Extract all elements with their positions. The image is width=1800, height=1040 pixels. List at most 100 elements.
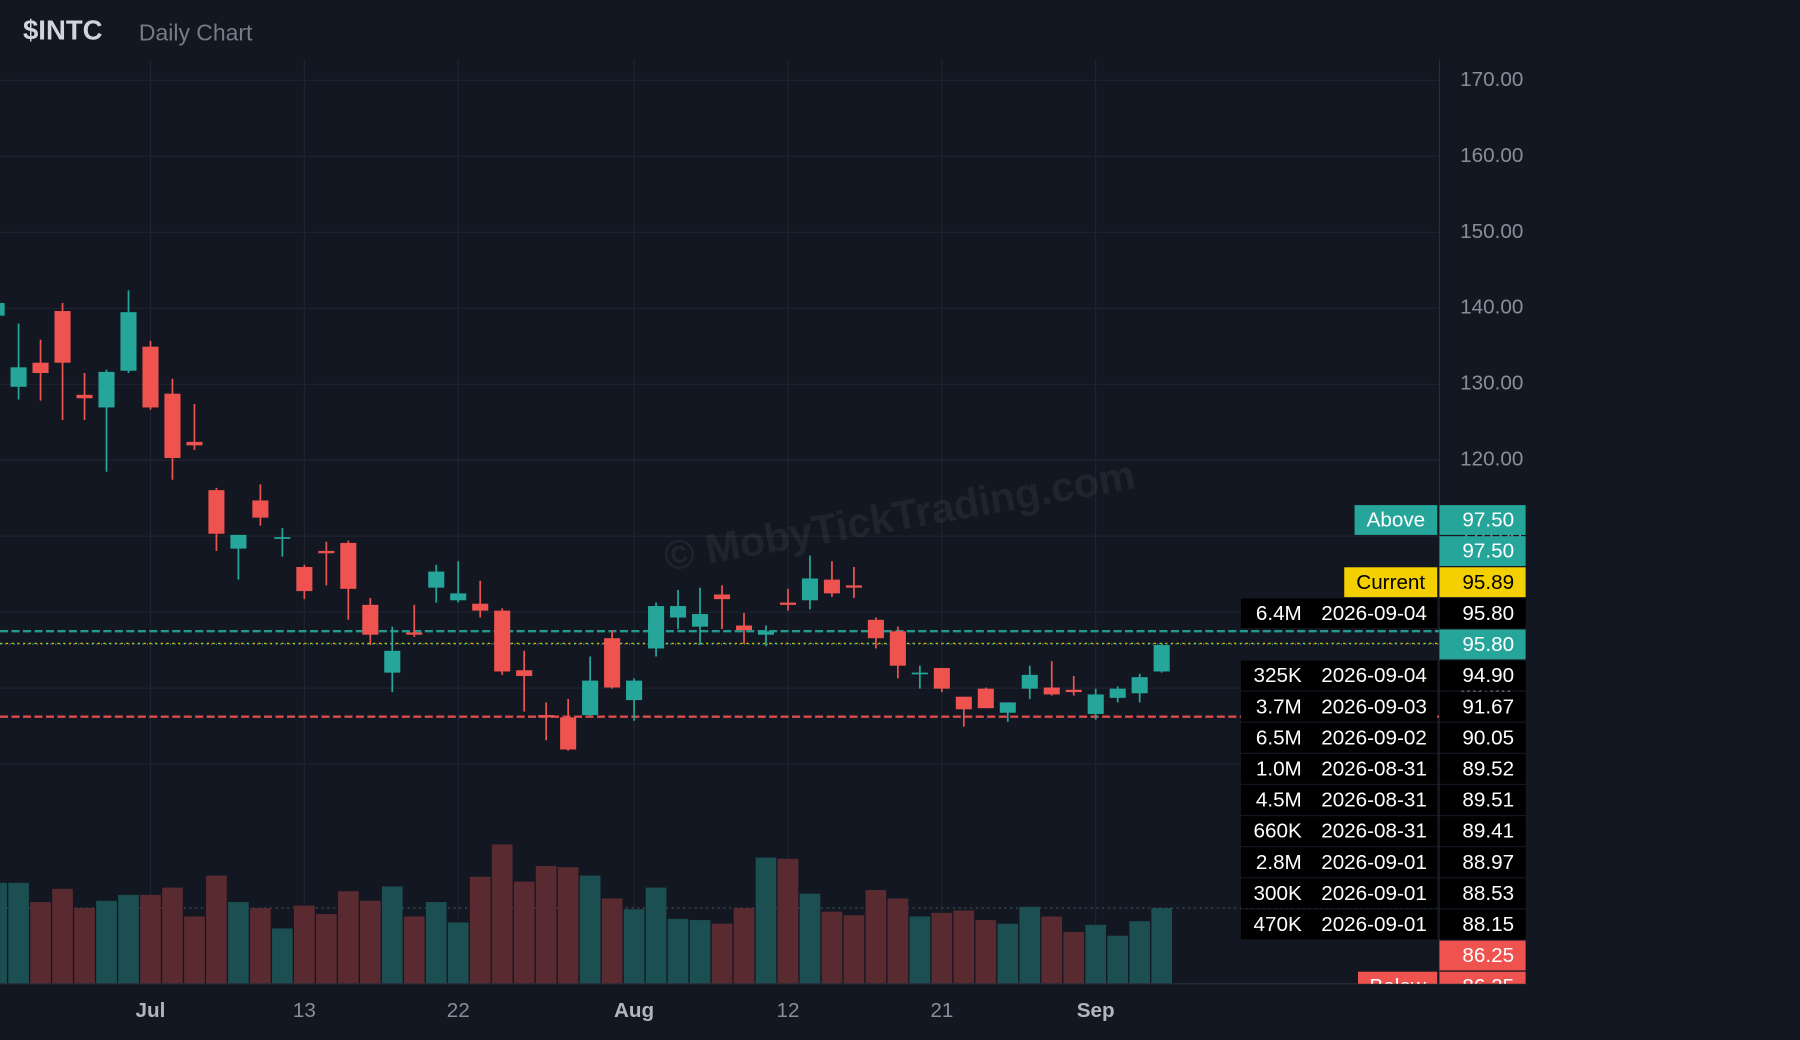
trade-volume: 300K — [1254, 882, 1302, 905]
volume-bar — [447, 922, 469, 984]
candle-body — [1021, 674, 1038, 689]
volume-bar — [1085, 924, 1107, 984]
candle-body — [1153, 645, 1170, 672]
volume-bar — [425, 902, 447, 984]
chart-subtitle: Daily Chart — [139, 19, 253, 45]
candle-body — [274, 537, 291, 539]
candle-body — [384, 650, 401, 673]
candle-body — [604, 638, 621, 688]
volume-bar — [667, 918, 689, 984]
volume-bar — [294, 905, 315, 984]
volume-bar — [316, 914, 337, 984]
trade-row-box — [1240, 753, 1438, 784]
candle-body — [472, 603, 489, 611]
trade-price-box — [1439, 785, 1526, 815]
trade-price-box — [1439, 598, 1526, 629]
level-axis-label: 97.50 — [1462, 540, 1514, 563]
candle-body — [911, 672, 928, 675]
volume-bar — [381, 886, 403, 984]
volume-bar — [799, 893, 821, 984]
last-price: 95.80 — [1462, 633, 1514, 656]
trade-price: 89.51 — [1462, 789, 1514, 812]
candle-body — [406, 632, 423, 635]
price-labels: Above 97.50 97.50 Current 95.89 6.4M 2026-09-0… — [1240, 505, 1526, 984]
volume-bar — [953, 910, 975, 984]
candle-body — [142, 346, 159, 408]
volume-bar — [865, 890, 887, 984]
level-name-box — [1344, 567, 1438, 598]
trade-row-box — [1240, 598, 1438, 629]
candle-body — [208, 490, 225, 534]
trade-row-box — [1240, 785, 1438, 815]
level-lines — [0, 630, 1440, 718]
volume-bar — [118, 894, 139, 984]
trade-price: 94.90 — [1462, 664, 1514, 687]
volume-bar — [1019, 906, 1041, 984]
candle-body — [955, 696, 972, 710]
trade-date: 2026-09-03 — [1321, 695, 1427, 718]
candle-body — [757, 631, 775, 635]
volume-bar — [975, 920, 997, 984]
candle-body — [867, 619, 884, 639]
trade-price-box — [1439, 878, 1526, 909]
volume-bar — [184, 916, 205, 984]
trade-volume: 660K — [1254, 820, 1302, 843]
y-tick-label: 150.00 — [1460, 220, 1523, 243]
volume-bar — [623, 909, 645, 984]
volume-bar — [0, 882, 7, 984]
candle-body — [1065, 689, 1082, 693]
candle-body — [692, 614, 709, 627]
trade-price: 95.80 — [1462, 602, 1514, 625]
volume-bar — [1041, 916, 1063, 984]
candle-body — [252, 500, 269, 518]
trade-volume: 2.8M — [1256, 851, 1302, 874]
trade-date: 2026-09-04 — [1321, 602, 1427, 625]
trade-price-box — [1439, 691, 1526, 722]
trade-volume: 325K — [1254, 664, 1302, 687]
candle-body — [626, 680, 643, 701]
level-name: Current — [1356, 571, 1425, 594]
volume-bar — [513, 881, 535, 984]
trade-volume: 6.4M — [1256, 602, 1302, 625]
volume-bar — [272, 928, 293, 984]
x-tick-label: Aug — [614, 999, 654, 1022]
trade-price: 90.05 — [1462, 726, 1514, 749]
x-tick-label: 12 — [776, 999, 799, 1022]
trade-date: 2026-09-01 — [1321, 882, 1427, 905]
trade-date: 2026-08-31 — [1321, 789, 1427, 812]
volume-bar — [337, 891, 359, 984]
volume-bar — [821, 911, 843, 984]
volume-bar — [250, 908, 271, 984]
trade-price: 89.52 — [1462, 757, 1514, 780]
candle-body — [1043, 687, 1060, 695]
candle-body — [582, 680, 599, 716]
candle-body — [933, 667, 950, 689]
trade-row-box — [1240, 691, 1438, 722]
candle-body — [977, 688, 994, 709]
candle-body — [494, 610, 511, 672]
candle-body — [340, 542, 357, 589]
trade-date: 2026-09-01 — [1321, 851, 1427, 874]
trade-date: 2026-08-31 — [1321, 820, 1427, 843]
candle-body — [801, 578, 818, 601]
trade-price: 89.41 — [1462, 820, 1514, 843]
volume-bar — [52, 888, 73, 984]
candle-body — [450, 593, 467, 601]
candle-body — [428, 571, 445, 588]
candle-body — [76, 394, 93, 399]
candle-body — [735, 625, 753, 631]
trade-row-box — [1240, 660, 1438, 691]
candle-body — [1109, 688, 1126, 698]
y-tick-label: 120.00 — [1460, 448, 1523, 471]
candle-body — [362, 604, 379, 635]
candle-body — [120, 312, 137, 371]
volume-bar — [30, 902, 51, 984]
trade-row-box — [1240, 816, 1438, 847]
trade-date: 2026-08-31 — [1321, 757, 1427, 780]
volume-bar — [1151, 908, 1172, 984]
level-name: Above — [1367, 509, 1426, 532]
y-tick-label: 170.00 — [1460, 68, 1523, 91]
last-price-box — [1439, 629, 1526, 660]
candle-body — [230, 534, 247, 549]
